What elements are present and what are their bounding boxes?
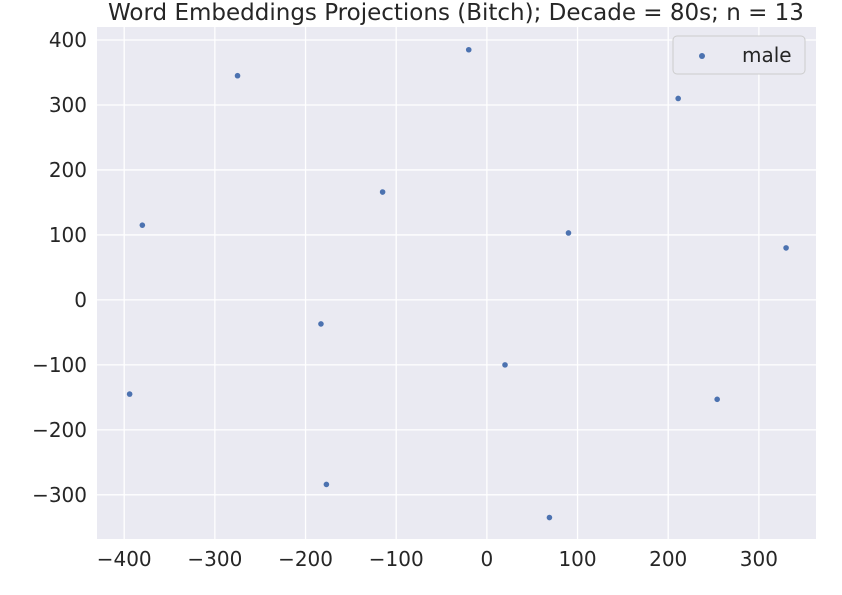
x-tick-label: −400 (97, 547, 152, 571)
chart-title: Word Embeddings Projections (Bitch); Dec… (108, 0, 804, 26)
data-point (565, 230, 572, 236)
data-point (783, 245, 789, 251)
legend: male (672, 35, 806, 75)
y-tick-label: 200 (49, 158, 87, 182)
plot-area (97, 27, 816, 539)
data-point (675, 95, 681, 102)
data-point (139, 222, 146, 228)
y-tick-label: −300 (32, 483, 87, 507)
grid-lines (97, 27, 816, 539)
legend-marker (699, 53, 705, 59)
data-points (126, 46, 789, 521)
y-axis-ticks: −300 −200 −100 0 100 200 300 400 (32, 28, 87, 507)
x-tick-label: −300 (187, 547, 242, 571)
data-point (234, 72, 241, 79)
data-point (379, 189, 386, 195)
data-point (126, 391, 133, 397)
x-tick-label: −100 (369, 547, 424, 571)
y-tick-label: 400 (49, 28, 87, 52)
y-tick-label: −200 (32, 418, 87, 442)
legend-label-male: male (742, 43, 792, 67)
data-point (502, 362, 508, 368)
data-point (546, 514, 553, 521)
x-tick-label: 100 (558, 547, 596, 571)
x-axis-ticks: −400 −300 −200 −100 0 100 200 300 (97, 547, 778, 571)
data-point (323, 481, 330, 488)
x-tick-label: 0 (481, 547, 494, 571)
x-tick-label: 300 (740, 547, 778, 571)
x-tick-label: −200 (278, 547, 333, 571)
data-point (318, 321, 324, 327)
y-tick-label: 100 (49, 223, 87, 247)
y-tick-label: 300 (49, 93, 87, 117)
data-point (714, 396, 720, 403)
y-tick-label: 0 (74, 288, 87, 312)
y-tick-label: −100 (32, 353, 87, 377)
x-tick-label: 200 (649, 547, 687, 571)
legend-box (672, 35, 806, 75)
data-point (465, 46, 472, 53)
